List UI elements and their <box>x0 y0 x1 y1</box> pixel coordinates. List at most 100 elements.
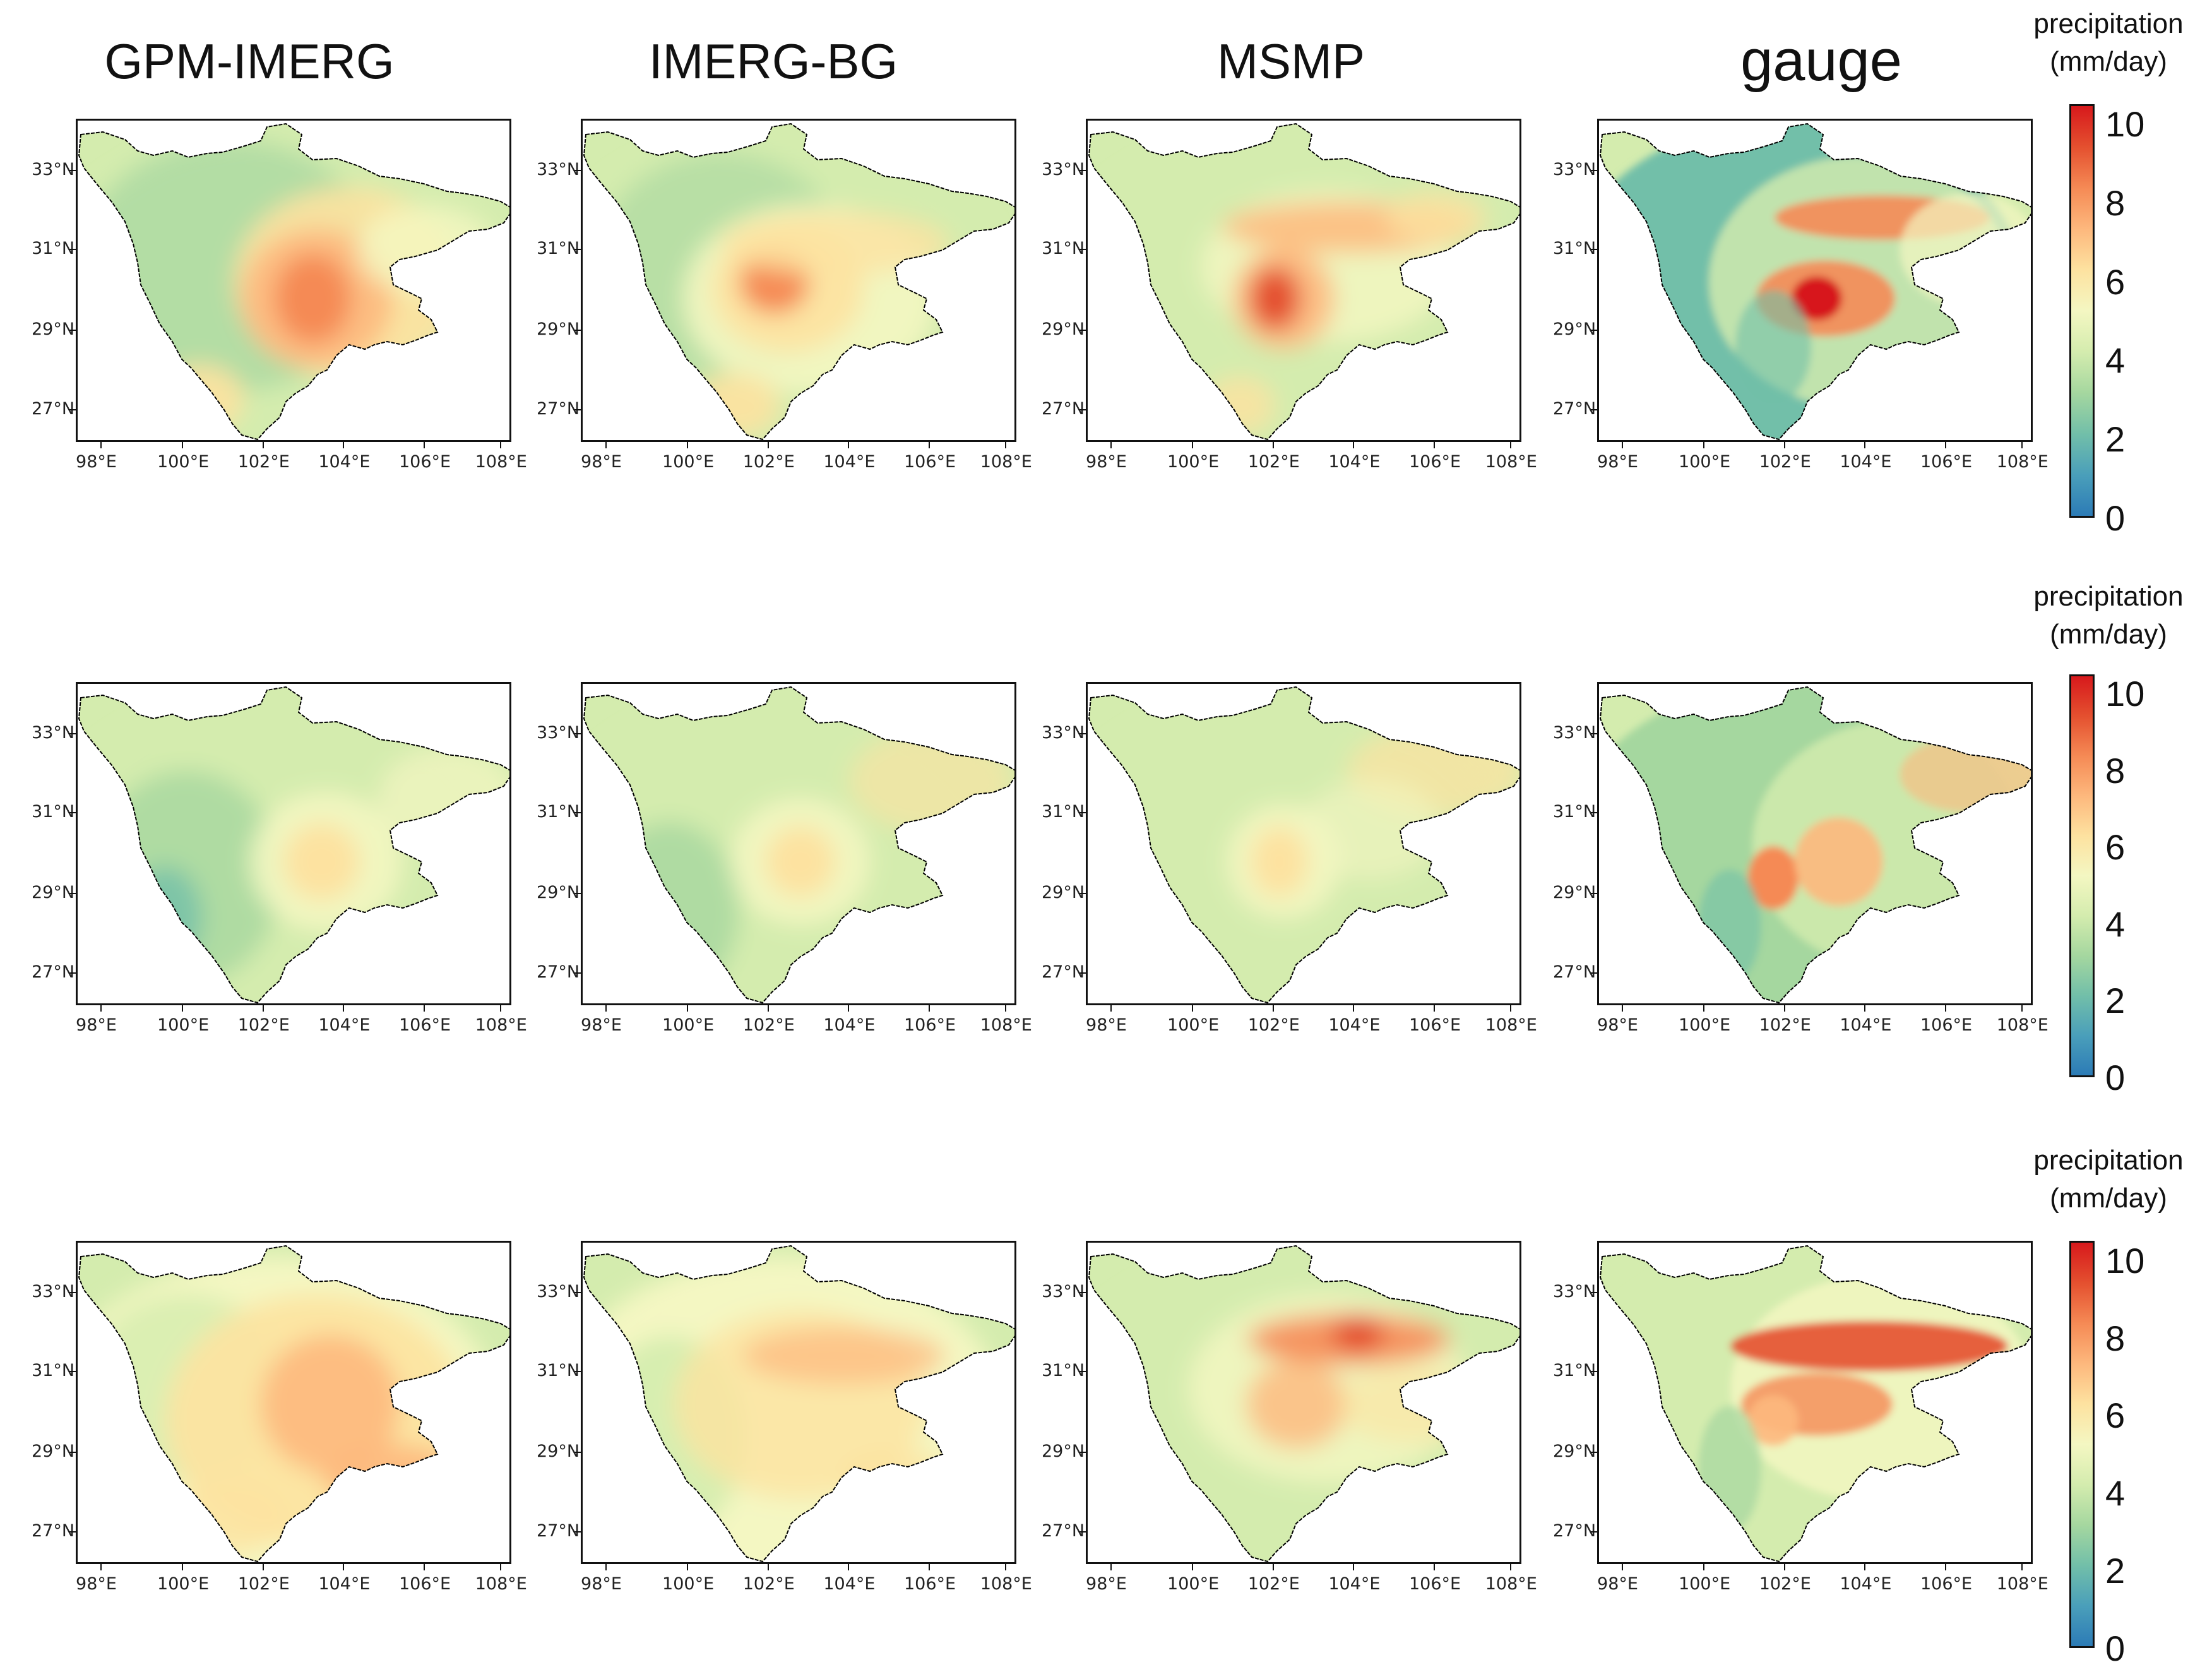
lon-tick-label: 108°E <box>980 1015 1032 1035</box>
lon-tick-mark <box>1783 1005 1785 1012</box>
lat-tick-label: 29°N <box>537 883 580 903</box>
column-title-imerg-bg: IMERG-BG <box>648 33 898 89</box>
precip-cell <box>1730 1320 2008 1371</box>
lon-tick-label: 100°E <box>662 1574 715 1594</box>
lat-tick-label: 27°N <box>537 962 580 982</box>
colorbar-tick-label: 4 <box>2105 1473 2126 1514</box>
lat-tick-mark <box>69 169 76 171</box>
lat-tick-label: 29°N <box>32 883 75 903</box>
lon-tick-mark <box>767 1564 769 1570</box>
lat-tick-label: 31°N <box>537 1361 580 1381</box>
lat-tick-mark <box>69 1531 76 1533</box>
colorbar-tick-label: 2 <box>2105 1551 2126 1591</box>
lon-tick-label: 102°E <box>1759 1015 1811 1035</box>
lon-tick-mark <box>262 1564 264 1570</box>
lon-tick-mark <box>1192 1564 1194 1570</box>
lon-tick-mark <box>1004 1564 1006 1570</box>
lon-tick-label: 104°E <box>1328 1015 1381 1035</box>
lon-tick-label: 98°E <box>581 1574 622 1594</box>
lon-tick-mark <box>343 442 345 448</box>
lon-tick-mark <box>1703 1564 1705 1570</box>
lat-tick-label: 31°N <box>1553 239 1597 259</box>
province-boundary <box>1599 1245 2031 1562</box>
lon-tick-mark <box>605 1564 607 1570</box>
lon-tick-label: 100°E <box>1167 1574 1220 1594</box>
lon-tick-mark <box>2021 1564 2023 1570</box>
lon-tick-label: 106°E <box>1409 1574 1461 1594</box>
lat-tick-label: 31°N <box>1553 1361 1597 1381</box>
lon-tick-label: 106°E <box>1920 1015 1973 1035</box>
colorbar-tick-label: 10 <box>2105 104 2145 145</box>
precipitation-map <box>1599 1245 2031 1562</box>
lat-tick-label: 31°N <box>537 802 580 822</box>
lon-tick-label: 108°E <box>980 1574 1032 1594</box>
lon-tick-mark <box>1622 1564 1624 1570</box>
lon-tick-label: 98°E <box>1086 452 1127 472</box>
precipitation-map <box>78 122 509 440</box>
lat-tick-mark <box>1079 812 1086 814</box>
colorbar-title-line1: precipitation <box>2033 8 2184 39</box>
lat-tick-mark <box>574 1371 581 1373</box>
lat-tick-mark <box>1079 1371 1086 1373</box>
lon-tick-mark <box>1192 1005 1194 1012</box>
map-panel-msmp-row-3 <box>1086 1241 1521 1564</box>
lat-tick-mark <box>1591 732 1597 734</box>
colorbar-tick-label: 10 <box>2105 674 2145 714</box>
lat-tick-mark <box>574 812 581 814</box>
lat-tick-mark <box>574 893 581 895</box>
precip-cell <box>155 364 244 434</box>
colorbar-1 <box>2069 104 2095 518</box>
lon-tick-mark <box>424 1005 425 1012</box>
lat-tick-mark <box>574 732 581 734</box>
lat-tick-label: 33°N <box>32 722 75 743</box>
lon-tick-mark <box>499 1564 501 1570</box>
map-panel-imerg-bg-row-2 <box>581 682 1016 1005</box>
lat-tick-label: 27°N <box>1042 962 1085 982</box>
lat-tick-label: 31°N <box>1042 802 1085 822</box>
lat-tick-mark <box>574 972 581 974</box>
lon-tick-mark <box>1272 1564 1274 1570</box>
precipitation-map <box>1088 122 1519 440</box>
lon-tick-mark <box>424 1564 425 1570</box>
precip-cell <box>275 254 351 343</box>
colorbar-tick-label: 8 <box>2105 182 2126 223</box>
lat-tick-mark <box>1591 972 1597 974</box>
lat-tick-label: 33°N <box>1042 1281 1085 1301</box>
lon-tick-mark <box>1434 1005 1435 1012</box>
lon-tick-label: 98°E <box>1086 1015 1127 1035</box>
lon-tick-mark <box>1945 1005 1946 1012</box>
lon-tick-label: 102°E <box>1759 452 1811 472</box>
lat-tick-mark <box>1591 1452 1597 1454</box>
colorbar-title-line2: (mm/day) <box>2050 1183 2167 1214</box>
lon-tick-mark <box>848 442 850 448</box>
precip-cell <box>173 1479 287 1556</box>
lat-tick-mark <box>69 409 76 410</box>
lat-tick-label: 29°N <box>537 1442 580 1462</box>
lon-tick-mark <box>1004 442 1006 448</box>
province-boundary <box>1599 686 2031 1003</box>
lon-tick-mark <box>182 442 184 448</box>
lat-tick-mark <box>1591 893 1597 895</box>
lon-tick-mark <box>929 1564 930 1570</box>
lon-tick-mark <box>2021 1005 2023 1012</box>
lon-tick-label: 98°E <box>76 1015 117 1035</box>
lon-tick-mark <box>1864 1005 1866 1012</box>
lon-tick-mark <box>1353 1005 1355 1012</box>
lon-tick-mark <box>1509 442 1511 448</box>
precip-cell <box>357 205 496 294</box>
lat-tick-label: 33°N <box>1553 1281 1597 1301</box>
lon-tick-label: 100°E <box>157 1015 210 1035</box>
lat-tick-label: 31°N <box>32 802 75 822</box>
precip-cell <box>321 1443 461 1507</box>
precip-cell <box>127 866 203 967</box>
lat-tick-mark <box>1591 169 1597 171</box>
precip-cell <box>1794 817 1883 906</box>
lat-tick-mark <box>574 1531 581 1533</box>
lon-tick-label: 98°E <box>1597 1015 1638 1035</box>
precip-cell <box>1900 193 2031 307</box>
precip-cell <box>691 373 780 437</box>
precip-cell <box>839 1450 953 1501</box>
map-panel-gauge-row-1 <box>1597 119 2033 442</box>
column-title-gpm-imerg: GPM-IMERG <box>104 33 395 89</box>
map-panel-gauge-row-3 <box>1597 1241 2033 1564</box>
